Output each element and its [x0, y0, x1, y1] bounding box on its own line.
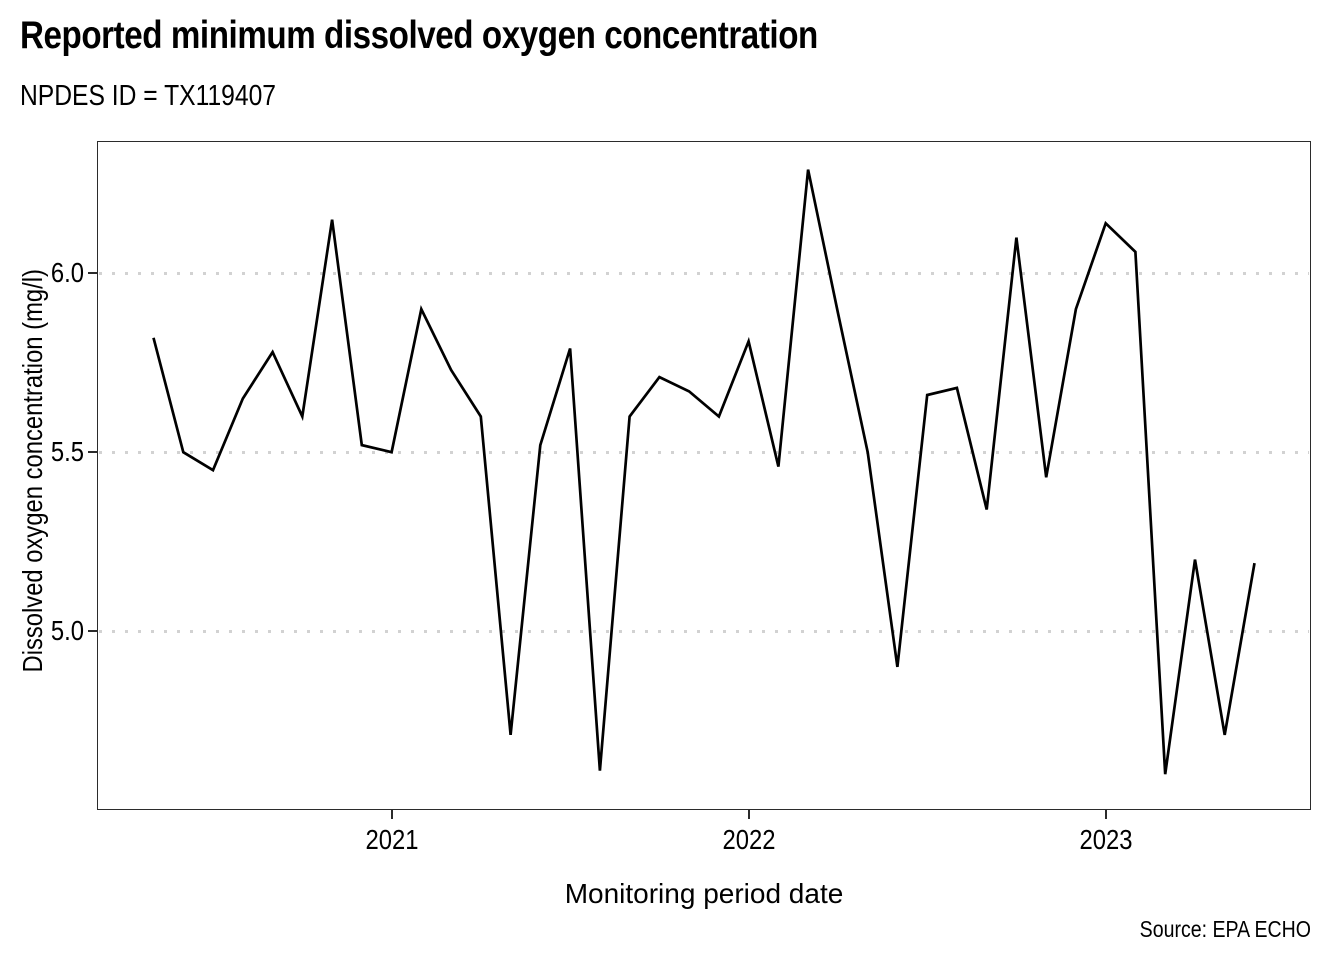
y-axis-title: Dissolved oxygen concentration (mg/l)	[17, 269, 48, 673]
y-tick-mark	[88, 272, 97, 275]
y-tick-label: 5.0	[50, 615, 84, 647]
chart-subtitle: NPDES ID = TX119407	[20, 80, 277, 112]
source-caption: Source: EPA ECHO	[1139, 916, 1311, 942]
data-line-series	[152, 169, 1256, 775]
gridline-y	[99, 271, 1309, 275]
x-tick-label: 2023	[1079, 824, 1133, 855]
plot-area	[97, 141, 1311, 810]
x-tick-label: 2022	[722, 824, 776, 855]
y-tick-mark	[88, 630, 97, 633]
x-tick-mark	[390, 810, 393, 819]
x-tick-mark	[1104, 810, 1107, 819]
y-tick-label: 6.0	[50, 257, 84, 289]
x-tick-mark	[747, 810, 750, 819]
gridline-y	[99, 450, 1309, 454]
x-tick-label: 2021	[365, 824, 419, 855]
x-axis-title: Monitoring period date	[564, 878, 844, 909]
chart-title: Reported minimum dissolved oxygen concen…	[20, 14, 818, 57]
y-tick-mark	[88, 451, 97, 454]
y-tick-label: 5.5	[50, 436, 84, 468]
gridline-y	[99, 629, 1309, 633]
line-chart-svg	[152, 169, 1256, 775]
